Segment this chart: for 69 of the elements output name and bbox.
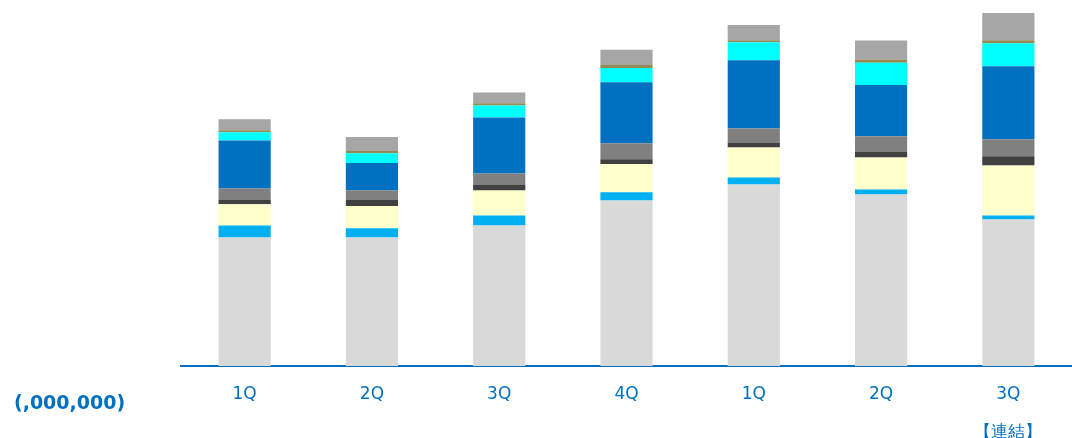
bar: [982, 165, 1035, 216]
bar: [473, 215, 526, 226]
bar: [854, 151, 908, 158]
bar: [473, 173, 526, 185]
text: (,000,000): [14, 390, 126, 413]
bar: [982, 40, 1035, 44]
bar: [727, 42, 780, 61]
bar: [345, 153, 399, 164]
bar: [473, 92, 526, 104]
bar: [727, 40, 780, 43]
bar: [982, 156, 1035, 166]
bar: [600, 159, 653, 165]
bar: [473, 105, 526, 118]
x-tick-label: 1Q: [232, 383, 257, 404]
bar: [600, 82, 653, 144]
bar: [854, 85, 908, 137]
x-tick-label: 2Q: [868, 383, 894, 404]
x-tick-label: 3Q: [487, 383, 512, 404]
bar: [345, 200, 399, 207]
x-tick-label: 3Q 【連結】: [974, 383, 1043, 438]
bar: [473, 190, 526, 216]
bar: [600, 164, 653, 193]
bar: [218, 140, 271, 189]
bar: [727, 184, 780, 366]
bar: [218, 199, 271, 205]
bar: [982, 66, 1035, 140]
bar: [473, 184, 526, 191]
bar: [982, 215, 1035, 220]
bar: [727, 128, 780, 143]
bar: [473, 103, 526, 106]
bar: [218, 188, 271, 200]
bar: [345, 206, 399, 229]
bar: [854, 62, 908, 86]
bar: [345, 163, 399, 191]
bar: [218, 225, 271, 238]
bar: [218, 132, 271, 141]
bar: [600, 200, 653, 366]
bar: [218, 237, 271, 366]
bar: [854, 157, 908, 190]
bar: [600, 143, 653, 160]
x-tick-label: 2Q: [359, 383, 385, 404]
bar: [982, 139, 1035, 157]
bar: [473, 225, 526, 366]
bar: [854, 194, 908, 366]
bar: [345, 151, 399, 154]
bar: [854, 136, 908, 152]
bar: [600, 49, 653, 65]
bar: [854, 40, 908, 60]
bar: [345, 237, 399, 366]
bar: [727, 177, 780, 185]
bar: [854, 59, 908, 63]
bar: [982, 219, 1035, 366]
bar: [345, 228, 399, 238]
bar: [345, 136, 399, 152]
bar: [218, 204, 271, 226]
bar: [600, 192, 653, 201]
bar: [345, 190, 399, 201]
bar: [727, 25, 780, 41]
bar: [600, 64, 653, 69]
bar: [982, 43, 1035, 67]
bar: [218, 119, 271, 131]
bar: [727, 147, 780, 178]
bar: [218, 130, 271, 133]
x-tick-label: 1Q: [741, 383, 766, 404]
bar: [727, 60, 780, 129]
x-tick-label: 4Q: [614, 383, 639, 404]
bar: [473, 117, 526, 174]
bar: [982, 13, 1035, 41]
bar: [600, 68, 653, 83]
